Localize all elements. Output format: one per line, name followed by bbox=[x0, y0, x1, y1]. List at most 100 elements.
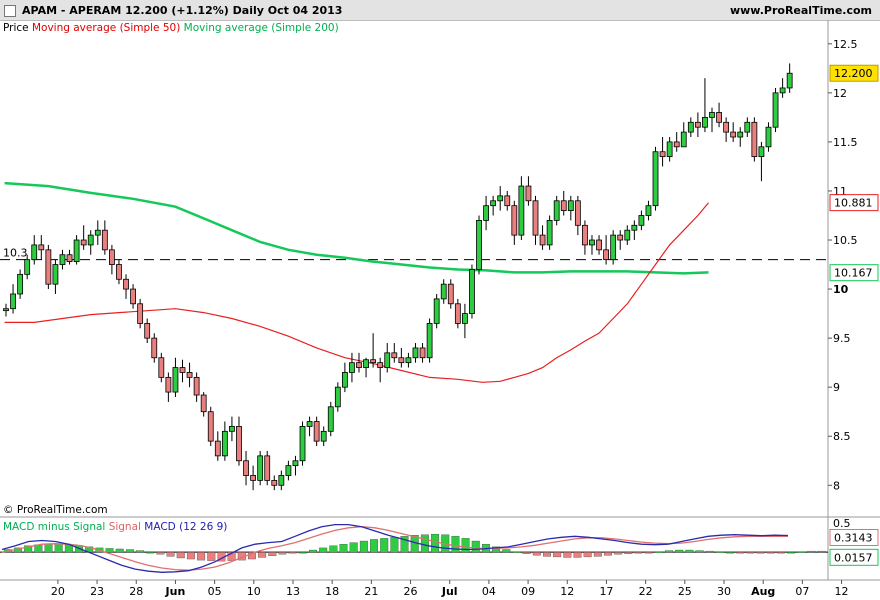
macd-hist-bar bbox=[797, 551, 806, 553]
candle-body bbox=[45, 249, 52, 285]
macd-y-tick: 0.5 bbox=[833, 517, 851, 530]
macd-hist-bar bbox=[298, 552, 307, 554]
sma50-line bbox=[4, 202, 709, 383]
candle-body bbox=[193, 376, 200, 396]
macd-hist-bar bbox=[583, 552, 592, 558]
macd-hist-bar bbox=[756, 552, 765, 554]
x-tick-label: 17 bbox=[599, 585, 613, 598]
candle-body bbox=[490, 200, 497, 207]
candle-body bbox=[666, 141, 673, 158]
macd-hist-bar bbox=[817, 550, 826, 553]
legend-price: Price bbox=[3, 22, 29, 34]
candle-body bbox=[440, 283, 447, 300]
candle-body bbox=[236, 426, 242, 462]
macd-hist-bar bbox=[227, 552, 236, 561]
candle-body bbox=[299, 426, 306, 462]
macd-hist-bar bbox=[115, 548, 124, 553]
candle-body bbox=[751, 121, 758, 158]
candle-body bbox=[306, 421, 313, 427]
candle-body bbox=[214, 440, 221, 457]
x-tick-label: 05 bbox=[208, 585, 222, 598]
macd-hist-bar bbox=[186, 552, 195, 560]
candle-body bbox=[292, 460, 299, 467]
candle-body bbox=[38, 244, 45, 251]
signal-value-label-box bbox=[829, 548, 879, 566]
candle-body bbox=[130, 288, 136, 305]
chart-title: APAM - APERAM 12.200 (+1.12%) Daily Oct … bbox=[22, 4, 343, 17]
candle-body bbox=[52, 264, 59, 285]
x-tick-label: Aug bbox=[751, 585, 775, 598]
candle-body bbox=[334, 386, 341, 408]
candle-body bbox=[123, 278, 129, 290]
macd-hist-bar bbox=[339, 544, 348, 553]
candle-body bbox=[320, 430, 327, 442]
candle-body bbox=[87, 234, 94, 246]
candle-body bbox=[687, 121, 694, 133]
candle-body bbox=[461, 313, 468, 324]
candle-body bbox=[574, 200, 581, 226]
macd-hist-bar bbox=[746, 552, 755, 554]
candle-body bbox=[426, 323, 433, 359]
candle-body bbox=[363, 359, 369, 368]
candle-body bbox=[716, 112, 722, 123]
macd-hist-bar bbox=[573, 552, 582, 558]
macd-hist-bar bbox=[543, 552, 551, 557]
legend-macd-signal: Signal bbox=[108, 521, 141, 533]
candle-body bbox=[419, 347, 426, 359]
macd-hist-bar bbox=[705, 550, 714, 553]
last-price-label: 12.200 bbox=[834, 67, 873, 80]
candle-body bbox=[504, 195, 511, 207]
candle-body bbox=[786, 72, 793, 89]
sma200-value-label-box bbox=[829, 264, 879, 282]
candle-body bbox=[377, 362, 384, 368]
macd-hist-bar bbox=[593, 552, 602, 557]
candle-body bbox=[610, 234, 617, 261]
macd-hist-bar bbox=[125, 549, 134, 553]
chart-menu-icon[interactable] bbox=[4, 5, 16, 17]
candle-body bbox=[151, 337, 158, 359]
macd-hist-bar bbox=[420, 534, 429, 553]
candle-body bbox=[278, 475, 285, 486]
candle-body bbox=[229, 426, 235, 432]
macd-hist-bar bbox=[695, 550, 704, 553]
candle-body bbox=[66, 254, 73, 263]
candle-body bbox=[116, 264, 122, 280]
macd-value-label: 0.3143 bbox=[834, 531, 873, 544]
macd-hist-bar bbox=[44, 544, 53, 553]
legend-macd-hist: MACD minus Signal bbox=[3, 521, 106, 533]
brand-link[interactable]: www.ProRealTime.com bbox=[729, 4, 872, 17]
candle-body bbox=[17, 273, 24, 295]
macd-hist-bar bbox=[665, 550, 674, 553]
candle-body bbox=[109, 249, 115, 265]
macd-hist-bar bbox=[24, 545, 33, 553]
candle-body bbox=[59, 254, 66, 265]
legend-sma50: Moving average (Simple 50) bbox=[31, 22, 181, 34]
macd-hist-bar bbox=[654, 551, 663, 553]
candle-body bbox=[702, 116, 708, 128]
candle-body bbox=[172, 367, 179, 393]
y-tick-label: 9 bbox=[833, 381, 840, 394]
macd-hist-bar bbox=[349, 542, 358, 553]
candle-body bbox=[391, 352, 398, 359]
y-tick-label: 10.5 bbox=[833, 234, 858, 247]
macd-hist-bar bbox=[604, 552, 612, 556]
candle-body bbox=[511, 205, 518, 236]
copyright: © ProRealTime.com bbox=[3, 504, 108, 516]
candle-body bbox=[207, 411, 214, 442]
macd-hist-bar bbox=[726, 552, 735, 554]
macd-hist-bar bbox=[329, 545, 338, 553]
candle-body bbox=[398, 357, 405, 364]
last-price-label-box bbox=[829, 64, 879, 82]
candle-body bbox=[285, 465, 292, 476]
sma200-value-label: 10.167 bbox=[834, 267, 873, 280]
candle-body bbox=[349, 362, 355, 373]
candle-body bbox=[539, 234, 546, 246]
candle-body bbox=[271, 479, 278, 486]
macd-hist-bar bbox=[451, 536, 460, 553]
candle-body bbox=[744, 121, 751, 133]
candle-body bbox=[356, 362, 362, 368]
x-tick-label: 12 bbox=[835, 585, 849, 598]
macd-hist-bar bbox=[136, 550, 145, 553]
candle-body bbox=[582, 224, 588, 246]
macd-hist-bar bbox=[736, 552, 745, 554]
